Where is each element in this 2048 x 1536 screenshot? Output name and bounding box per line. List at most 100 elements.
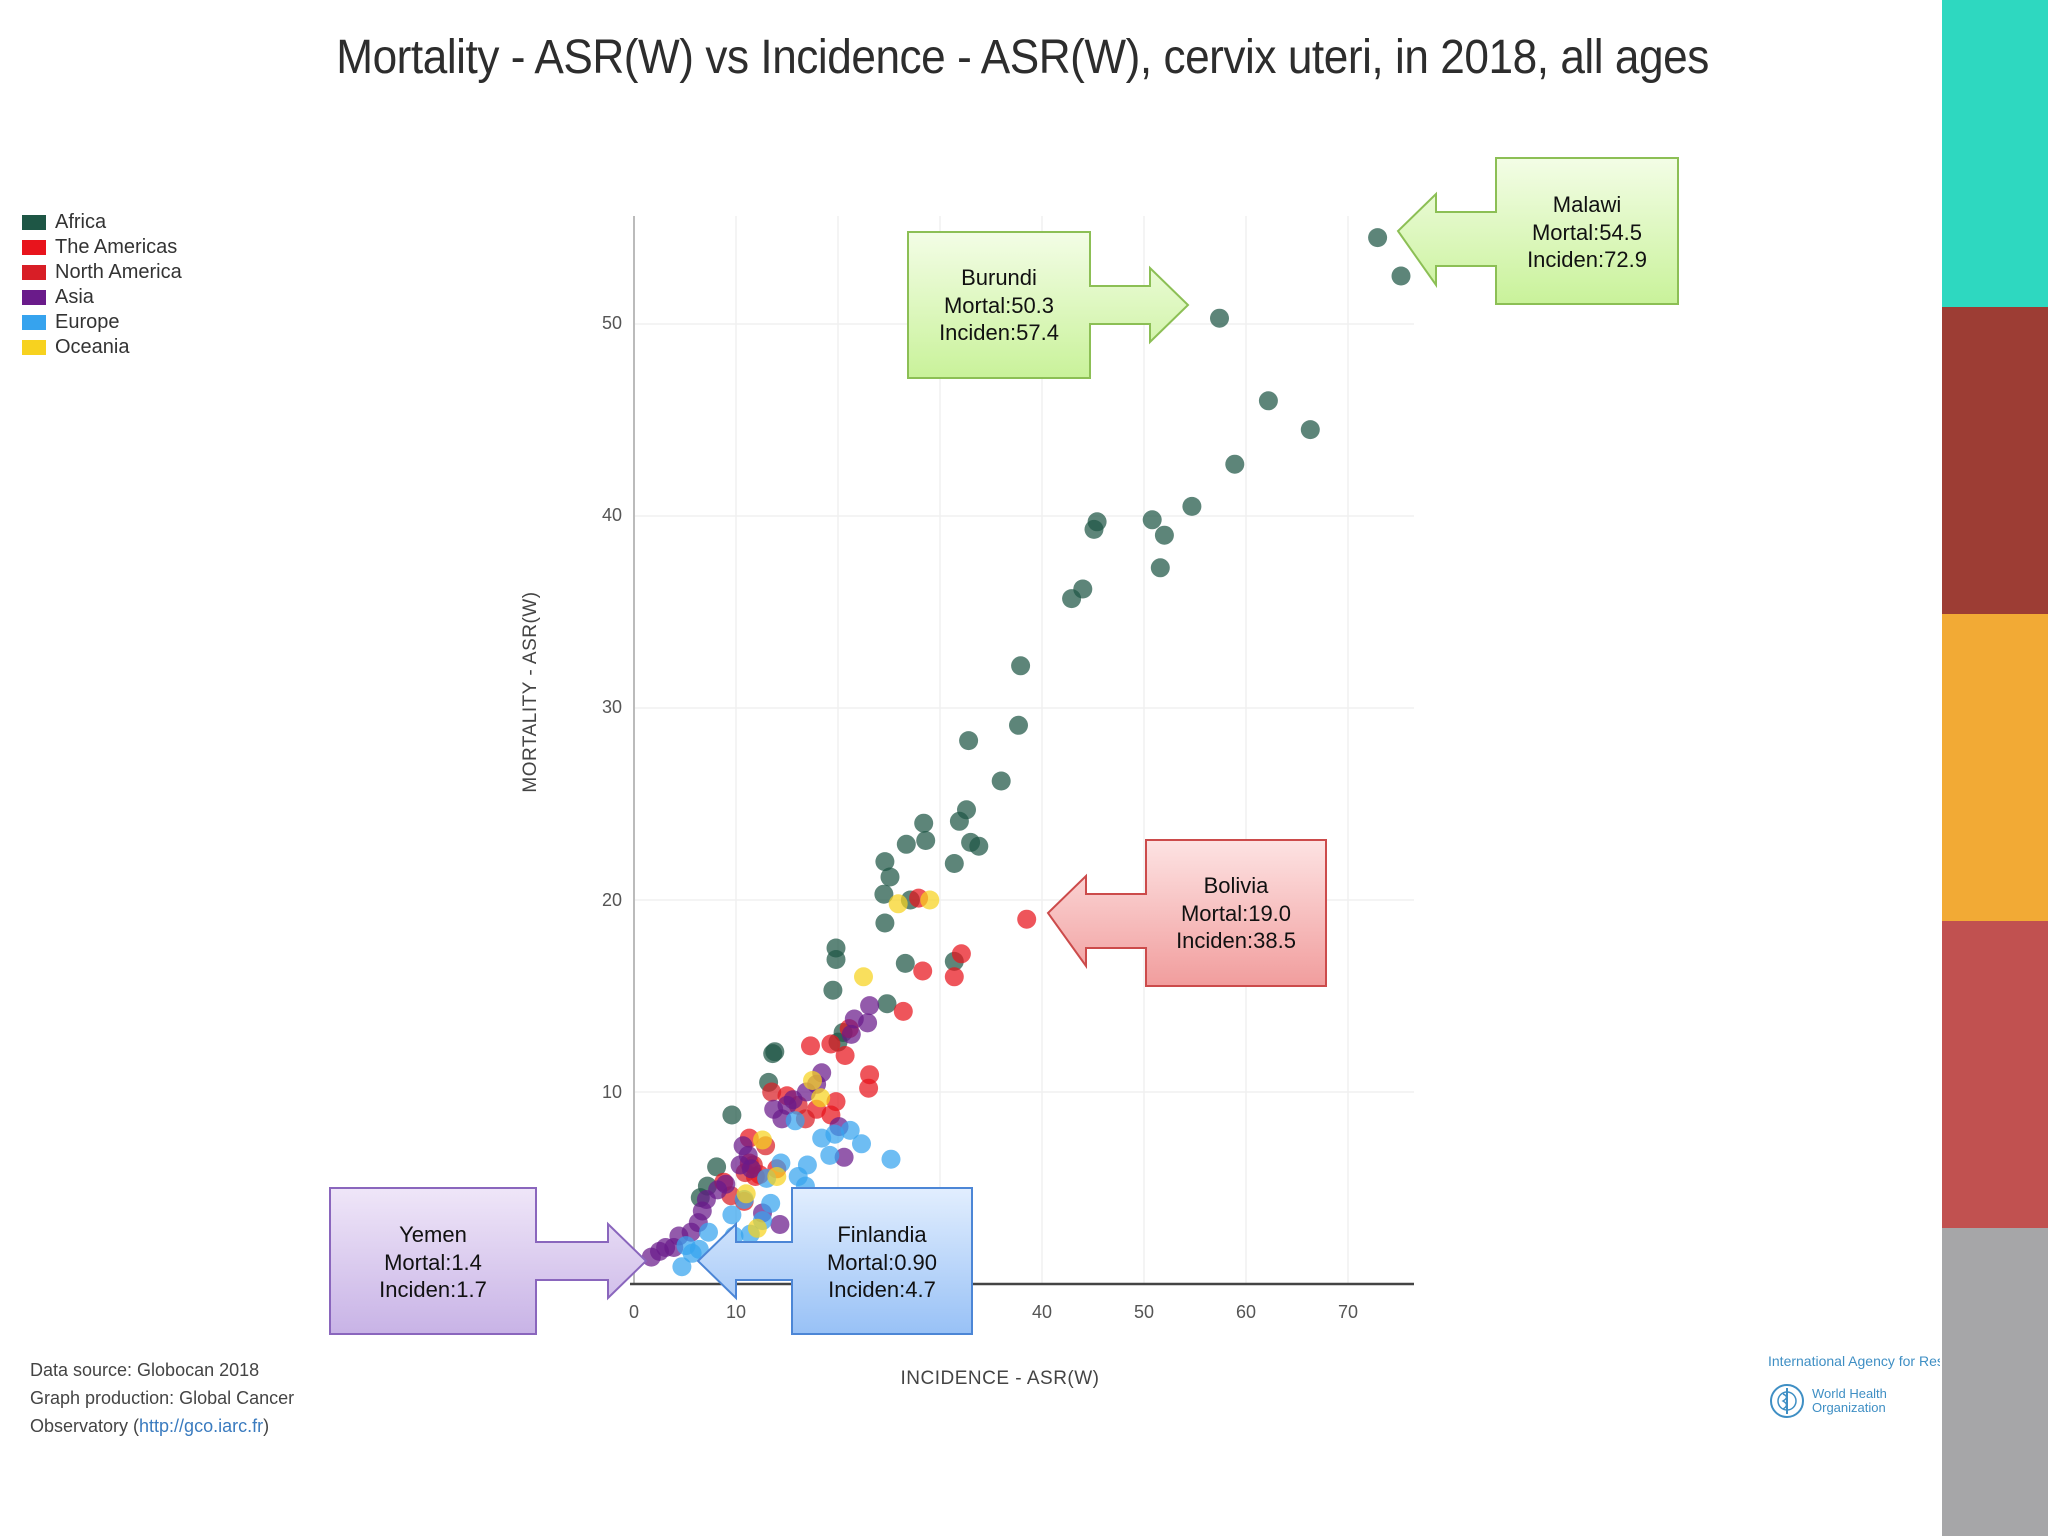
data-point-europe[interactable] [852,1134,871,1154]
data-point-europe[interactable] [785,1111,805,1131]
data-point-asia[interactable] [834,1147,854,1167]
data-point-oceania[interactable] [803,1071,822,1090]
legend-swatch [22,240,46,255]
legend-item[interactable]: Oceania [22,335,182,360]
data-point-africa[interactable] [1062,589,1082,609]
data-point-asia[interactable] [860,996,880,1016]
data-point-europe[interactable] [672,1257,692,1277]
data-point-africa[interactable] [1011,656,1031,676]
data-point-africa[interactable] [1391,266,1411,286]
data-source-note: Data source: Globocan 2018 Graph product… [30,1356,294,1440]
legend-label: Europe [55,311,120,333]
data-point-africa[interactable] [874,884,894,904]
data-point-europe[interactable] [676,1236,696,1256]
legend-item[interactable]: Asia [22,285,182,310]
data-point-the-americas[interactable] [821,1034,841,1054]
data-point-oceania[interactable] [920,890,940,910]
data-point-africa[interactable] [969,836,989,856]
legend-item[interactable]: Europe [22,310,182,335]
data-point-africa[interactable] [880,867,900,887]
data-point-asia[interactable] [641,1247,661,1267]
source-suffix: ) [263,1416,270,1436]
data-point-africa[interactable] [1150,558,1170,578]
data-point-africa[interactable] [1154,525,1174,545]
callout-incidence: Inciden:4.7 [828,1277,936,1302]
source-link[interactable]: http://gco.iarc.fr [139,1416,264,1436]
data-point-africa[interactable] [875,913,895,933]
data-point-the-americas[interactable] [860,1065,880,1085]
data-point-oceania[interactable] [736,1184,756,1204]
legend-swatch [22,315,46,330]
data-point-africa[interactable] [1142,510,1162,530]
data-point-africa[interactable] [991,771,1011,791]
data-point-oceania[interactable] [811,1088,831,1108]
data-point-africa[interactable] [823,980,843,1000]
data-point-africa[interactable] [1084,519,1104,539]
x-tick-label: 0 [629,1302,639,1322]
data-point-africa[interactable] [949,811,969,831]
data-point-africa[interactable] [722,1105,742,1125]
data-point-africa[interactable] [959,731,979,751]
who-logo: World Health Organization [1768,1382,1940,1420]
data-point-europe[interactable] [722,1205,742,1225]
data-point-africa[interactable] [1225,454,1245,474]
y-tick-label: 20 [602,890,622,910]
data-point-africa[interactable] [763,1044,783,1064]
data-point-europe[interactable] [761,1193,781,1213]
callout-title: Burundi [961,265,1037,290]
data-point-africa[interactable] [916,831,936,850]
data-point-the-americas[interactable] [951,944,971,964]
chart-title: Mortality - ASR(W) vs Incidence - ASR(W)… [336,31,1709,84]
data-point-europe[interactable] [881,1149,901,1169]
data-point-oceania[interactable] [753,1130,772,1150]
data-point-africa[interactable] [944,854,964,873]
axes [630,216,1414,1286]
data-point-europe[interactable] [812,1128,832,1148]
data-point-europe[interactable] [840,1120,860,1140]
data-point-oceania[interactable] [767,1167,787,1186]
data-point-africa[interactable] [877,994,897,1014]
x-tick-label: 40 [1032,1302,1052,1322]
who-line: World Health [1812,1386,1887,1401]
data-point-asia[interactable] [770,1215,790,1234]
callout-mortality: Mortal:54.5 [1532,220,1642,245]
data-point-africa[interactable] [1368,228,1388,248]
x-axis-label: INCIDENCE - ASR(W) [901,1368,1100,1389]
legend-label: Oceania [55,336,130,358]
data-point-oceania[interactable] [854,967,873,987]
data-point-asia[interactable] [841,1024,861,1044]
legend-item[interactable]: The Americas [22,235,182,260]
data-point-europe[interactable] [820,1145,840,1165]
data-point-the-americas[interactable] [893,1001,913,1021]
legend-item[interactable]: North America [22,260,182,285]
data-point-africa[interactable] [1009,715,1028,735]
data-point-africa[interactable] [1258,391,1278,411]
data-point-asia[interactable] [858,1013,878,1033]
data-point-africa[interactable] [1182,496,1202,516]
callout-mortality: Mortal:19.0 [1181,901,1291,926]
color-stripe [1942,921,2048,1228]
data-point-africa[interactable] [875,852,895,872]
data-point-europe[interactable] [699,1222,718,1242]
data-point-the-americas[interactable] [801,1036,820,1056]
data-point-oceania[interactable] [888,894,908,914]
data-point-the-americas[interactable] [835,1046,855,1065]
data-point-the-americas[interactable] [859,1078,879,1098]
callout-mortality: Mortal:1.4 [384,1250,482,1275]
data-point-africa[interactable] [895,953,915,973]
data-point-the-americas[interactable] [944,967,964,987]
data-point-africa[interactable] [826,950,846,969]
data-point-africa[interactable] [1210,308,1229,328]
data-point-africa[interactable] [896,834,916,854]
legend-item[interactable]: Africa [22,210,182,235]
iarc-who-logo: International Agency for Research on Can… [1768,1352,1940,1420]
data-point-the-americas[interactable] [913,961,933,981]
data-point-asia[interactable] [741,1159,761,1179]
data-point-oceania[interactable] [747,1218,767,1238]
data-point-africa[interactable] [707,1157,727,1177]
legend-label: Asia [55,286,94,308]
data-point-north-america[interactable] [762,1082,782,1102]
data-point-africa[interactable] [1300,420,1320,440]
data-point-africa[interactable] [914,813,934,833]
data-point-the-americas[interactable] [1017,909,1037,929]
